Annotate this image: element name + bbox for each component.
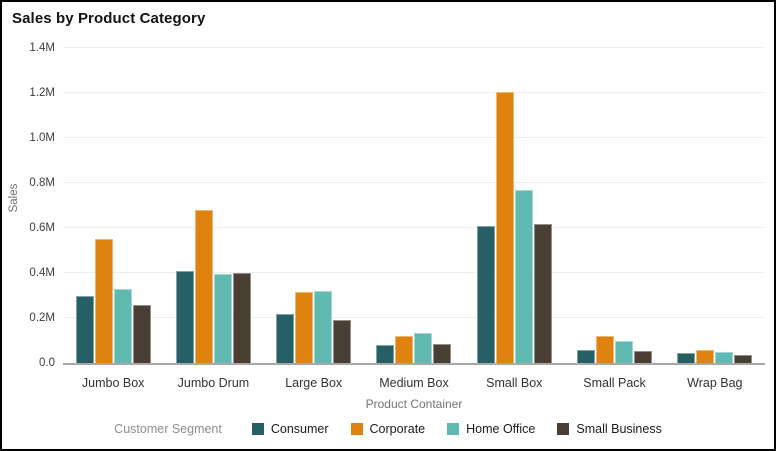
bar-medium-box-small-business[interactable]	[433, 343, 452, 363]
bar-wrap-bag-home-office[interactable]	[715, 351, 734, 363]
legend-swatch-small-business	[557, 423, 570, 435]
y-tick-0-2m: 0.2M	[29, 312, 55, 324]
legend-swatch-consumer	[251, 423, 264, 435]
bar-small-box-consumer[interactable]	[476, 225, 495, 363]
gridline-1-2m	[63, 92, 765, 93]
bar-small-box-corporate[interactable]	[495, 91, 514, 363]
bar-large-box-home-office[interactable]	[314, 291, 333, 363]
x-axis-title: Product Container	[365, 397, 463, 411]
x-tick-small-pack: Small Pack	[583, 376, 646, 390]
bar-group-large-box	[264, 50, 364, 363]
y-axis-title: Sales	[8, 183, 20, 213]
bar-small-pack-consumer[interactable]	[577, 349, 596, 363]
bar-large-box-small-business[interactable]	[333, 320, 352, 363]
bar-large-box-corporate[interactable]	[295, 292, 314, 363]
bar-wrap-bag-corporate[interactable]	[696, 349, 715, 363]
bar-small-pack-corporate[interactable]	[596, 336, 615, 363]
y-tick-1-4m: 1.4M	[29, 42, 55, 54]
bar-medium-box-corporate[interactable]	[395, 336, 414, 363]
gridline-0-6m	[63, 227, 765, 228]
bar-small-box-home-office[interactable]	[514, 189, 533, 363]
y-tick-0-0: 0.0	[39, 357, 55, 369]
bar-small-box-small-business[interactable]	[533, 223, 552, 363]
bar-jumbo-drum-corporate[interactable]	[194, 210, 213, 363]
bar-jumbo-box-consumer[interactable]	[75, 295, 94, 363]
legend-item-home-office[interactable]: Home Office	[447, 422, 535, 436]
gridline-0-2m	[63, 317, 765, 318]
bar-jumbo-box-small-business[interactable]	[132, 304, 151, 363]
legend-label-corporate: Corporate	[369, 422, 426, 436]
x-tick-jumbo-box: Jumbo Box	[81, 376, 145, 390]
gridline-1-0m	[63, 137, 765, 138]
legend: Customer Segment Consumer Corporate Home O…	[2, 422, 774, 436]
bar-group-medium-box	[364, 50, 464, 363]
y-tick-0-6m: 0.6M	[29, 222, 55, 234]
bar-jumbo-box-corporate[interactable]	[94, 239, 113, 363]
legend-label-consumer: Consumer	[270, 422, 329, 436]
legend-item-corporate[interactable]: Corporate	[350, 422, 426, 436]
legend-label-home-office: Home Office	[466, 422, 536, 436]
y-tick-0-4m: 0.4M	[29, 267, 55, 279]
legend-item-small-business[interactable]: Small Business	[557, 422, 662, 436]
bar-jumbo-drum-consumer[interactable]	[175, 270, 194, 363]
y-tick-1-2m: 1.2M	[29, 87, 55, 99]
legend-label-small-business: Small Business	[576, 422, 662, 436]
plot-area: 0.0 0.2M 0.4M 0.6M 0.8M 1.0M 1.2M 1.4M	[29, 42, 765, 369]
x-tick-large-box: Large Box	[285, 376, 343, 390]
gridline-0-4m	[63, 272, 765, 273]
bar-group-small-box	[464, 50, 564, 363]
y-tick-0-8m: 0.8M	[29, 177, 55, 189]
bar-medium-box-home-office[interactable]	[414, 332, 433, 363]
bar-wrap-bag-consumer[interactable]	[677, 352, 696, 363]
legend-item-consumer[interactable]: Consumer	[251, 422, 329, 436]
legend-swatch-home-office	[447, 423, 460, 435]
bar-small-pack-home-office[interactable]	[615, 340, 634, 363]
bar-jumbo-box-home-office[interactable]	[113, 288, 132, 363]
legend-title: Customer Segment	[114, 422, 222, 436]
legend-swatch-corporate	[350, 423, 363, 435]
bar-medium-box-consumer[interactable]	[376, 345, 395, 363]
y-tick-1-0m: 1.0M	[29, 132, 55, 144]
x-tick-jumbo-drum: Jumbo Drum	[177, 376, 250, 390]
bar-jumbo-drum-small-business[interactable]	[232, 273, 251, 363]
bar-wrap-bag-small-business[interactable]	[734, 355, 753, 363]
x-tick-wrap-bag: Wrap Bag	[687, 376, 743, 390]
bar-group-small-pack	[564, 50, 664, 363]
bar-group-jumbo-drum	[163, 50, 263, 363]
x-tick-small-box: Small Box	[486, 376, 543, 390]
gridline-0-8m	[63, 182, 765, 183]
bar-group-wrap-bag	[665, 50, 765, 363]
gridline-1-4m	[63, 47, 765, 48]
chart-title: Sales by Product Category	[12, 10, 206, 27]
x-tick-medium-box: Medium Box	[379, 376, 449, 390]
bar-group-jumbo-box	[63, 50, 163, 363]
x-axis-labels: Jumbo Box Jumbo Drum Large Box Medium Box Sm…	[63, 376, 765, 390]
bar-large-box-consumer[interactable]	[276, 313, 295, 363]
bar-jumbo-drum-home-office[interactable]	[213, 274, 232, 363]
bar-small-pack-small-business[interactable]	[634, 350, 653, 363]
